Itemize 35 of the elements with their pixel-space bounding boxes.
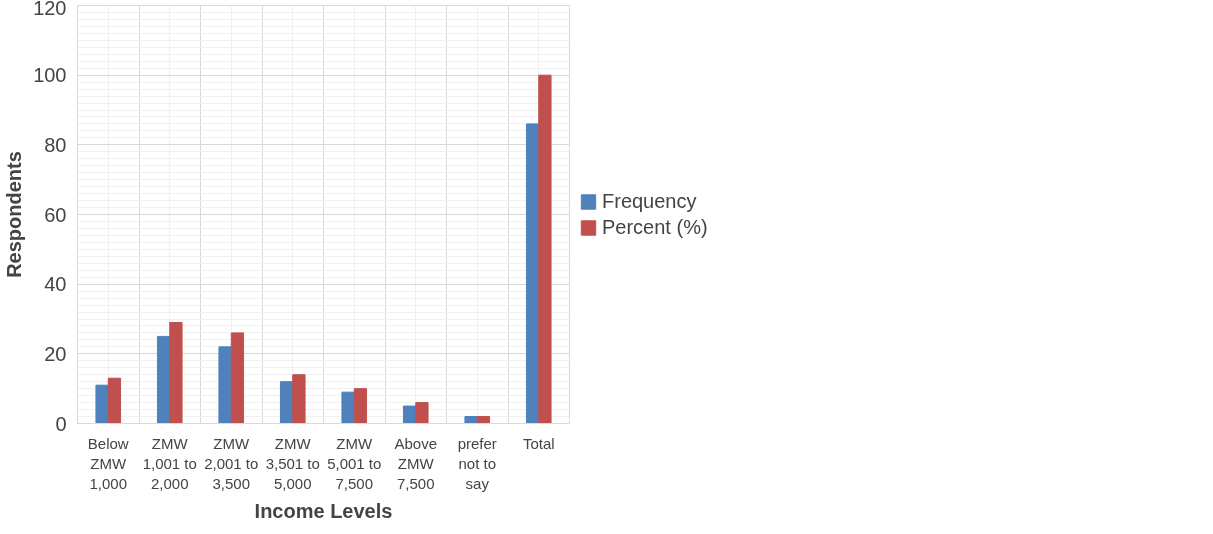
y-tick-label: 80 [44, 133, 67, 156]
legend-label: Frequency [602, 189, 697, 213]
bar [95, 384, 109, 424]
legend-label: Percent (%) [602, 215, 708, 239]
x-tick-label: Total [522, 434, 555, 452]
bar [156, 335, 171, 424]
y-tick-label: 0 [55, 412, 67, 435]
bar [292, 374, 306, 424]
x-tick-label: Above ZMW 7,500 [394, 434, 438, 493]
x-axis-title: Income Levels [254, 500, 393, 523]
bar [464, 416, 478, 424]
x-tick-label: prefer not to say [457, 434, 497, 493]
y-tick-label: 40 [44, 273, 67, 296]
x-tick-label: ZMW 5,001 to 7,500 [327, 434, 382, 493]
x-tick-label: Below ZMW 1,000 [87, 434, 129, 493]
y-tick-label: 60 [44, 203, 67, 226]
bar [218, 346, 232, 424]
y-axis-title: Respondents [3, 151, 26, 278]
bar [169, 321, 183, 424]
x-tick-label: ZMW 1,001 to 2,000 [142, 434, 197, 493]
bar [476, 416, 491, 424]
bar [353, 388, 368, 424]
y-tick-label: 20 [44, 342, 67, 365]
bar [107, 377, 122, 424]
bar [402, 405, 417, 424]
bar [538, 74, 552, 424]
bar [525, 123, 540, 424]
bar [230, 332, 245, 424]
x-tick-label: ZMW 3,501 to 5,000 [265, 434, 320, 493]
bar [279, 381, 294, 424]
bar [415, 402, 429, 424]
y-tick-label: 100 [33, 64, 67, 87]
bar [341, 391, 355, 424]
x-tick-label: ZMW 2,001 to 3,500 [204, 434, 259, 493]
y-tick-label: 120 [33, 0, 67, 19]
